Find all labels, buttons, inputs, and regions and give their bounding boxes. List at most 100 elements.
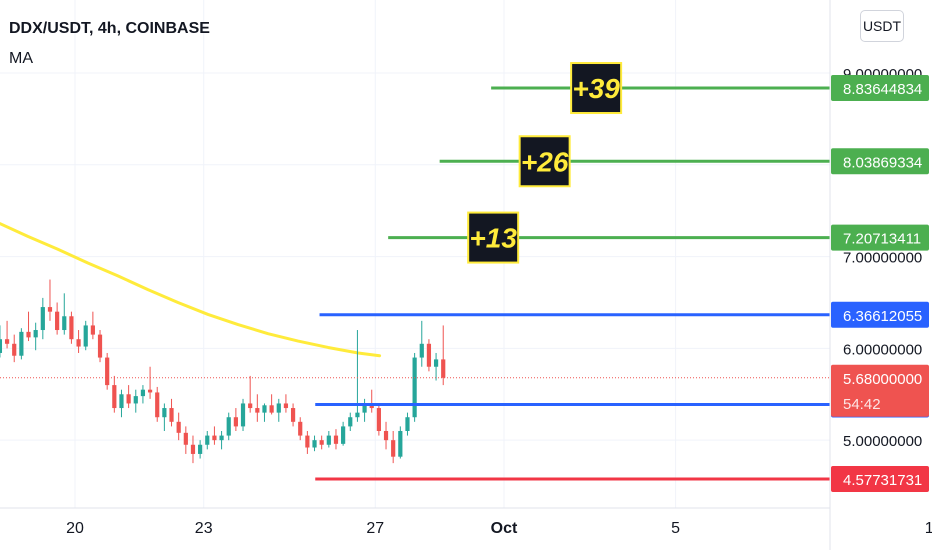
candle-body bbox=[248, 403, 253, 409]
candle-body bbox=[319, 440, 324, 445]
candle-body bbox=[226, 417, 231, 436]
candle-body bbox=[283, 403, 289, 409]
candle-body bbox=[333, 435, 339, 444]
candle-body bbox=[183, 432, 188, 445]
target-1-axis-label-bg bbox=[831, 224, 929, 251]
candle-body bbox=[290, 408, 296, 422]
target-2-axis-label-bg bbox=[831, 148, 929, 175]
badge-text: +39 bbox=[572, 73, 620, 104]
candle-body bbox=[441, 359, 446, 378]
candle-body bbox=[155, 392, 160, 418]
candle-body bbox=[240, 403, 246, 427]
grid-lines bbox=[0, 0, 830, 508]
candle-body bbox=[262, 405, 267, 413]
candle-body bbox=[69, 316, 74, 340]
stop-loss-axis-label-bg bbox=[831, 465, 929, 492]
candle-body bbox=[0, 339, 3, 353]
moving-average-layer bbox=[0, 221, 382, 358]
candle-body bbox=[198, 444, 203, 454]
target-2-axis-label: 8.03869334 bbox=[843, 154, 922, 171]
x-tick-label: 23 bbox=[195, 520, 213, 537]
x-tick-label: 20 bbox=[66, 520, 84, 537]
candle-body bbox=[233, 417, 238, 427]
candle-body bbox=[162, 408, 167, 418]
candle-body bbox=[12, 343, 17, 356]
candle-body bbox=[105, 357, 110, 386]
candle-body bbox=[205, 435, 210, 445]
target-3-badge: +39 bbox=[570, 62, 623, 115]
candle-body bbox=[348, 417, 353, 427]
candle-body bbox=[147, 389, 153, 393]
candle-body bbox=[376, 408, 381, 431]
candle-body bbox=[433, 359, 439, 367]
price-levels: +39 +26 +13 bbox=[0, 62, 830, 481]
candle-body bbox=[19, 331, 24, 356]
candle-body bbox=[76, 339, 81, 347]
candle-body bbox=[341, 426, 346, 444]
target-3-axis-label-bg bbox=[831, 75, 929, 102]
badge-text: +26 bbox=[521, 146, 569, 177]
symbol-title[interactable]: DDX/USDT, 4h, COINBASE bbox=[9, 20, 210, 37]
candle-body bbox=[391, 440, 396, 457]
upper-blue-axis-label-bg bbox=[831, 301, 929, 328]
candle-body bbox=[4, 339, 10, 344]
candle-body bbox=[47, 307, 53, 312]
countdown-label: 54:42 bbox=[843, 396, 881, 413]
candle-body bbox=[83, 325, 88, 347]
upper-blue-axis-label: 6.36612055 bbox=[843, 308, 922, 325]
candle-body bbox=[97, 334, 103, 358]
candle-body bbox=[305, 435, 310, 448]
candle-body bbox=[190, 444, 196, 454]
candle-body bbox=[176, 421, 181, 433]
candle-body bbox=[112, 385, 117, 409]
candle-body bbox=[269, 405, 274, 413]
candle-body bbox=[40, 307, 45, 331]
currency-unit-button[interactable]: USDT bbox=[860, 10, 904, 42]
badge-box bbox=[467, 211, 520, 264]
x-tick-label: 27 bbox=[366, 520, 384, 537]
badge-box bbox=[518, 135, 571, 188]
candle-body bbox=[362, 403, 367, 413]
candle-body bbox=[62, 316, 67, 331]
candle-body bbox=[255, 408, 260, 413]
candle-body bbox=[326, 435, 331, 445]
candle-body bbox=[126, 394, 131, 404]
candle-body bbox=[33, 330, 38, 338]
candle-body bbox=[298, 421, 303, 436]
candle-body bbox=[140, 389, 146, 397]
candle-body bbox=[405, 417, 410, 431]
x-tick-label: Oct bbox=[491, 520, 518, 537]
x-tick-label: 5 bbox=[671, 520, 680, 537]
ma-indicator-label[interactable]: MA bbox=[9, 50, 33, 67]
ma-line bbox=[0, 221, 382, 358]
candle-body bbox=[398, 430, 403, 457]
candle-body bbox=[355, 412, 360, 418]
candle-body bbox=[26, 331, 31, 338]
target-1-axis-label: 7.20713411 bbox=[843, 231, 921, 248]
y-tick-label: 5.00000000 bbox=[843, 433, 922, 450]
candlestick-series bbox=[0, 279, 446, 464]
badge-text: +13 bbox=[469, 223, 517, 254]
target-3-axis-label: 8.83644834 bbox=[843, 81, 922, 98]
candle-body bbox=[55, 311, 60, 331]
y-tick-label: 7.00000000 bbox=[843, 250, 922, 267]
current-price-label: 5.68000000 bbox=[843, 371, 922, 388]
candle-body bbox=[426, 343, 432, 367]
target-2-badge: +26 bbox=[518, 135, 571, 188]
candle-body bbox=[133, 396, 138, 404]
candle-body bbox=[312, 440, 317, 448]
candle-body bbox=[383, 430, 389, 441]
candle-body bbox=[276, 403, 281, 413]
target-1-badge: +13 bbox=[467, 211, 520, 264]
candle-body bbox=[90, 325, 95, 335]
candle-body bbox=[212, 435, 217, 441]
candle-body bbox=[419, 343, 424, 358]
candle-body bbox=[119, 394, 124, 409]
current-price-axis-bg bbox=[831, 364, 929, 417]
x-tick-label: 11 bbox=[925, 520, 932, 537]
y-tick-label: 6.00000000 bbox=[843, 341, 922, 358]
badge-box bbox=[570, 62, 623, 115]
candle-body bbox=[219, 435, 224, 441]
